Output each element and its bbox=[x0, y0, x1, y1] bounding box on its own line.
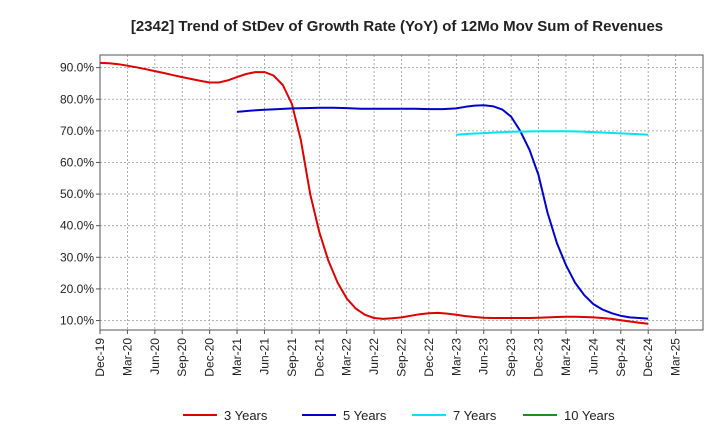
series-line-5-years bbox=[236, 104, 649, 320]
x-tick-label: Mar-23 bbox=[449, 338, 463, 376]
legend-label: 10 Years bbox=[564, 408, 615, 423]
x-tick-label: Sep-21 bbox=[285, 338, 299, 377]
x-tick-label: Jun-20 bbox=[148, 338, 162, 375]
x-tick-label: Jun-24 bbox=[586, 338, 600, 375]
x-tick-label: Sep-24 bbox=[614, 338, 628, 377]
y-tick-label: 60.0% bbox=[60, 155, 94, 169]
x-tick-label: Sep-22 bbox=[395, 338, 409, 377]
x-tick-label: Dec-21 bbox=[312, 338, 326, 377]
grid-layer bbox=[99, 55, 703, 330]
legend-label: 3 Years bbox=[224, 408, 268, 423]
y-tick-label: 30.0% bbox=[60, 250, 94, 264]
x-tick-label: Jun-22 bbox=[367, 338, 381, 375]
x-tick-label: Jun-21 bbox=[257, 338, 271, 375]
y-tick-label: 80.0% bbox=[60, 92, 94, 106]
x-tick-label: Sep-20 bbox=[175, 338, 189, 377]
series-line-3-years bbox=[99, 61, 649, 325]
legend-label: 5 Years bbox=[343, 408, 387, 423]
y-tick-label: 70.0% bbox=[60, 124, 94, 138]
x-tick-label: Dec-20 bbox=[203, 338, 217, 377]
y-tick-label: 50.0% bbox=[60, 187, 94, 201]
y-tick-label: 90.0% bbox=[60, 61, 94, 75]
x-tick-label: Dec-22 bbox=[422, 338, 436, 377]
y-axis: 10.0% 20.0% 30.0% 40.0% 50.0% 60.0% 70.0% 80.0%… bbox=[60, 61, 100, 328]
x-tick-label: Mar-24 bbox=[559, 338, 573, 376]
x-tick-label: Jun-23 bbox=[477, 338, 491, 375]
x-tick-label: Dec-23 bbox=[532, 338, 546, 377]
x-tick-label: Dec-19 bbox=[93, 338, 107, 377]
x-tick-label: Mar-20 bbox=[120, 338, 134, 376]
x-tick-label: Mar-25 bbox=[669, 338, 683, 376]
x-axis: Dec-19 Mar-20 Jun-20 Sep-20 Dec-20 Mar-21 Jun-… bbox=[93, 330, 683, 377]
x-tick-label: Dec-24 bbox=[641, 338, 655, 377]
y-tick-label: 10.0% bbox=[60, 314, 94, 328]
series-layer bbox=[99, 61, 649, 325]
x-tick-label: Mar-21 bbox=[230, 338, 244, 376]
chart-title: [2342] Trend of StDev of Growth Rate (Yo… bbox=[131, 18, 663, 35]
x-tick-label: Mar-22 bbox=[340, 338, 354, 376]
y-tick-label: 20.0% bbox=[60, 282, 94, 296]
y-tick-label: 40.0% bbox=[60, 219, 94, 233]
series-line-7-years bbox=[456, 130, 649, 136]
legend-label: 7 Years bbox=[453, 408, 497, 423]
legend: 3 Years 5 Years 7 Years 10 Years bbox=[183, 408, 615, 423]
x-tick-label: Sep-23 bbox=[504, 338, 518, 377]
